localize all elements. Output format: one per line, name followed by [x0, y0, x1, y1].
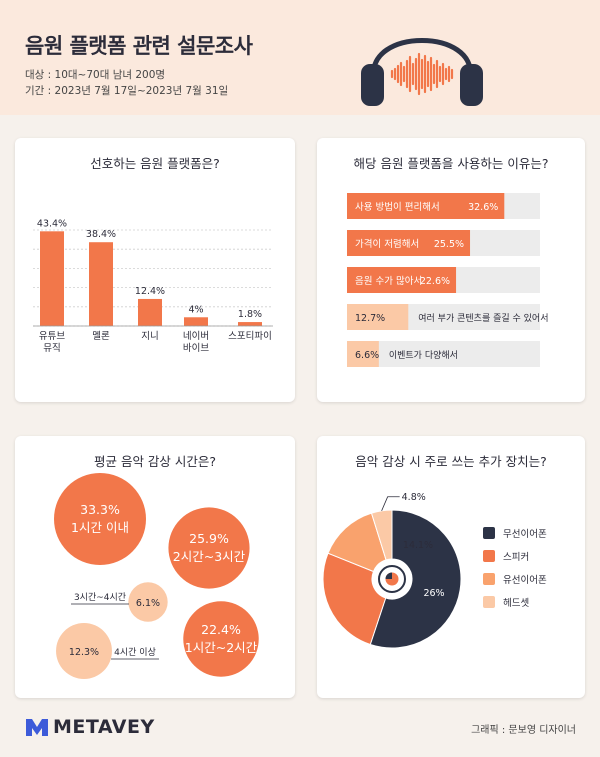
bar: [347, 304, 409, 330]
bar-category-label: 사용 방법이 편리해서: [355, 201, 440, 213]
chart-title: 평균 음악 감상 시간은?: [93, 454, 217, 469]
legend-label: 헤드셋: [503, 597, 529, 609]
bar-track: [347, 341, 540, 367]
donut-slice: [370, 509, 393, 561]
bubble-category-label: 3시간~4시간: [74, 592, 126, 603]
bubble: [183, 601, 259, 677]
legend-swatch: [483, 550, 495, 562]
legend-label: 무선이어폰: [503, 529, 547, 540]
category-label: 바이브: [183, 343, 209, 354]
graphic-credit: 그래픽 : 문보영 디자이너: [471, 725, 576, 736]
listening-time-card: 평균 음악 감상 시간은? 33.3% 1시간 이내 25.9% 2시간~3시간 22.…: [15, 436, 295, 698]
bubble: [54, 473, 146, 565]
bubble-category-label: 1시간~2시간: [185, 640, 258, 655]
slice-value-label: 26%: [423, 588, 444, 599]
donut-slice: [369, 509, 462, 649]
slice-value-label: 14.1%: [403, 540, 433, 551]
bar: [347, 267, 457, 293]
bar-value-label: 22.6%: [420, 276, 450, 287]
category-label: 스포티파이: [228, 331, 272, 342]
bar-value-label: 12.4%: [135, 286, 165, 297]
bubble: [56, 623, 112, 679]
bar-value-label: 25.5%: [434, 239, 464, 250]
platform-preference-card: 선호하는 음원 플랫폼은? 43.4% 유튜브 뮤직 38.4% 멜론 12.4% 지니 4%…: [15, 138, 295, 402]
survey-target: 대상 : 10대~70대 남녀 200명: [25, 69, 166, 81]
category-label: 뮤직: [43, 343, 60, 354]
survey-period: 기간 : 2023년 7월 17일~2023년 7월 31일: [25, 85, 229, 97]
bar: [89, 242, 113, 326]
brand-logo-text: METAVEY: [53, 716, 155, 738]
header-banner: 음원 플랫폼 관련 설문조사 대상 : 10대~70대 남녀 200명 기간 :…: [0, 0, 600, 115]
bubble: [168, 507, 250, 589]
device-card: 음악 감상 시 주로 쓰는 추가 장치는? 55.1%26%14.1%4.8%무…: [317, 436, 585, 698]
chart-title: 음악 감상 시 주로 쓰는 추가 장치는?: [355, 454, 547, 469]
legend-swatch: [483, 573, 495, 585]
bubble-value-label: 6.1%: [136, 598, 160, 609]
bar-category-label: 음원 수가 많아서: [355, 276, 422, 287]
chart-title: 선호하는 음원 플랫폼은?: [90, 156, 220, 171]
bar: [184, 317, 208, 326]
listening-time-bubbles: 33.3% 1시간 이내 25.9% 2시간~3시간 22.4% 1시간~2시간 12.3%…: [54, 473, 259, 679]
bar-value-label: 6.6%: [355, 350, 379, 361]
bubble-value-label: 25.9%: [189, 531, 229, 546]
bar: [347, 193, 505, 219]
bar-value-label: 43.4%: [37, 218, 67, 229]
bubble-category-label: 2시간~3시간: [173, 549, 246, 564]
bubble-value-label: 22.4%: [201, 622, 241, 637]
bar-category-label: 여러 부가 콘텐츠를 즐길 수 있어서: [418, 312, 548, 324]
category-label: 유튜브: [39, 331, 65, 342]
bar-value-label: 1.8%: [238, 309, 262, 320]
leader-line: [381, 496, 400, 511]
bar-value-label: 32.6%: [468, 202, 498, 213]
slice-value-label: 4.8%: [402, 492, 426, 503]
category-label: 네이버: [183, 331, 209, 342]
headphones-icon: [361, 38, 483, 106]
legend-swatch: [483, 596, 495, 608]
bar: [347, 230, 471, 256]
center-ring: [378, 565, 406, 593]
bubble: [128, 582, 168, 622]
bubble-value-label: 12.3%: [69, 647, 99, 658]
legend-swatch: [483, 527, 495, 539]
reason-hbar-chart: 사용 방법이 편리해서 32.6% 가격이 저렴해서 25.5% 음원 수가 많아서22…: [347, 193, 549, 367]
chart-title: 해당 음원 플랫폼을 사용하는 이유는?: [353, 156, 549, 171]
category-label: 멜론: [92, 330, 110, 342]
bubble-category-label: 4시간 이상: [114, 647, 156, 658]
bar-category-label: 가격이 저렴해서: [355, 238, 419, 250]
bar-value-label: 38.4%: [86, 229, 116, 240]
legend-label: 유선이어폰: [503, 575, 547, 586]
bar-value-label: 4%: [188, 304, 203, 315]
legend-label: 스피커: [503, 552, 529, 563]
page-title: 음원 플랫폼 관련 설문조사: [25, 34, 253, 58]
bar: [238, 322, 262, 326]
bubble-category-label: 1시간 이내: [71, 520, 129, 535]
category-label: 지니: [141, 331, 158, 342]
bar-value-label: 12.7%: [355, 313, 385, 324]
metavey-logo-icon: [26, 719, 48, 736]
bar: [347, 341, 379, 367]
bubble-value-label: 33.3%: [80, 502, 120, 517]
donut-slice: [322, 552, 387, 646]
bar-category-label: 이벤트가 다양해서: [389, 350, 458, 361]
center-dot-wedge: [385, 572, 392, 579]
usage-reason-card: 해당 음원 플랫폼을 사용하는 이유는? 사용 방법이 편리해서 32.6% 가격이…: [317, 138, 585, 402]
bar: [138, 298, 162, 326]
bar: [40, 231, 64, 326]
